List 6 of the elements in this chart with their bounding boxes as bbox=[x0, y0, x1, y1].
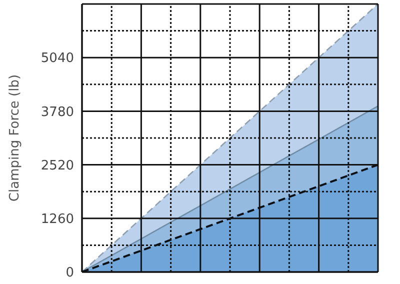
y-tick-label: 5040 bbox=[40, 51, 74, 66]
y-tick-label: 1260 bbox=[40, 212, 74, 228]
y-tick-label: 0 bbox=[66, 266, 74, 281]
y-tick-label: 2520 bbox=[40, 158, 74, 174]
y-axis-title: Clamping Force (lb) bbox=[8, 74, 23, 202]
y-tick-label: 3780 bbox=[40, 104, 74, 120]
